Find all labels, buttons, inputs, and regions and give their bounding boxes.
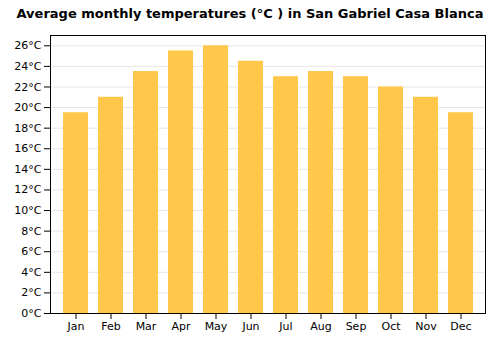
svg-text:Sep: Sep <box>346 320 367 333</box>
svg-text:14°C: 14°C <box>14 163 41 176</box>
svg-text:26°C: 26°C <box>14 39 41 52</box>
svg-text:18°C: 18°C <box>14 122 41 135</box>
svg-text:Jan: Jan <box>67 320 85 333</box>
svg-text:Oct: Oct <box>381 320 401 333</box>
svg-text:16°C: 16°C <box>14 142 41 155</box>
svg-text:8°C: 8°C <box>21 225 41 238</box>
svg-text:2°C: 2°C <box>21 286 41 299</box>
svg-text:0°C: 0°C <box>21 307 41 320</box>
svg-text:24°C: 24°C <box>14 60 41 73</box>
html-text:Average monthly temperatures (: Average monthly temperatures (°C ) in Sa… <box>16 6 484 21</box>
svg-text:10°C: 10°C <box>14 204 41 217</box>
svg-text:4°C: 4°C <box>21 266 41 279</box>
svg-text:20°C: 20°C <box>14 101 41 114</box>
svg-text:Mar: Mar <box>136 320 157 333</box>
svg-text:22°C: 22°C <box>14 81 41 94</box>
svg-text:6°C: 6°C <box>21 245 41 258</box>
svg-text:May: May <box>205 320 228 333</box>
svg-text:12°C: 12°C <box>14 183 41 196</box>
svg-text:Apr: Apr <box>171 320 191 333</box>
svg-text:Dec: Dec <box>450 320 471 333</box>
svg-text:Jun: Jun <box>241 320 259 333</box>
svg-text:Jul: Jul <box>278 320 292 333</box>
svg-text:Feb: Feb <box>101 320 120 333</box>
svg-text:Aug: Aug <box>310 320 331 333</box>
svg-text:Nov: Nov <box>415 320 437 333</box>
